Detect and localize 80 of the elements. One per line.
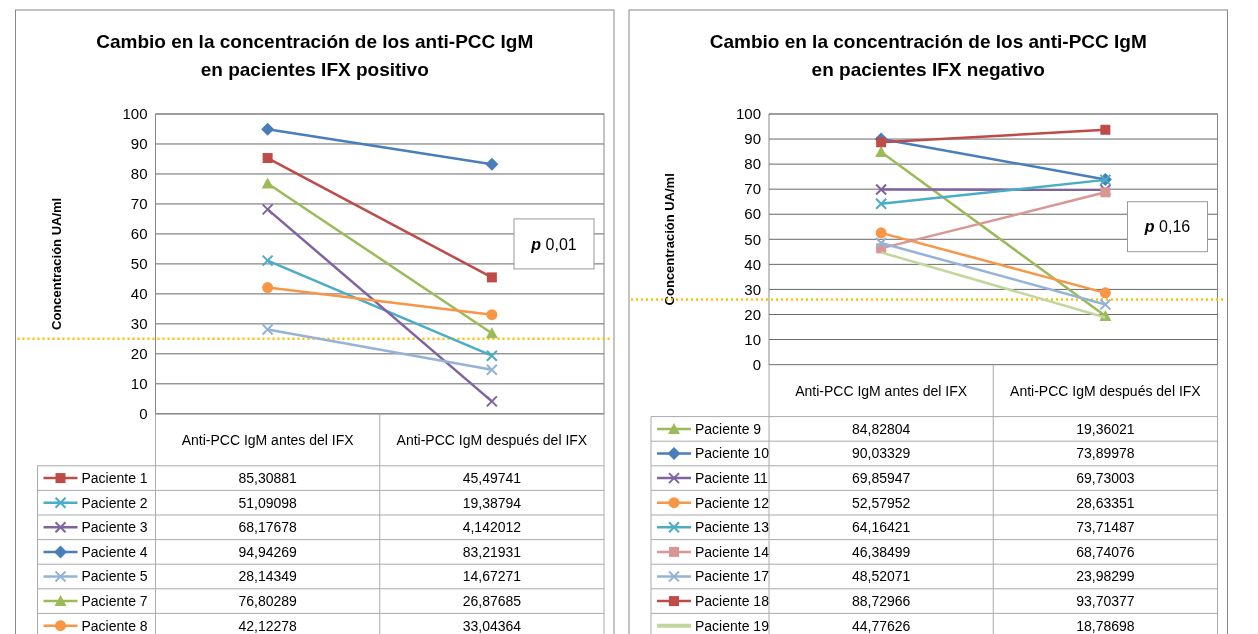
data-label: 64,16421 [851,519,911,536]
y-tick-label: 90 [744,130,761,148]
y-tick-label: 40 [130,285,148,303]
y-tick-label: 20 [744,305,761,323]
y-tick-label: 40 [744,255,761,273]
data-label: 18,78698 [1076,617,1135,634]
y-tick-label: 10 [130,375,148,393]
legend-label: Paciente 13 [695,519,770,536]
legend-label: Paciente 11 [695,470,769,486]
y-axis-title: Concentración UA/ml [662,173,677,306]
data-label: 68,17678 [238,519,298,536]
y-tick-label: 0 [752,355,761,373]
data-label: 42,12278 [238,617,298,634]
data-label: 26,87685 [462,593,522,609]
data-label: 76,80289 [238,593,298,609]
y-tick-label: 50 [744,230,761,248]
y-tick-label: 60 [130,225,148,243]
legend-label: Paciente 1 [81,470,148,486]
y-tick-label: 100 [122,105,148,123]
data-label: 33,04364 [462,617,522,634]
data-label: 4,142012 [462,519,522,536]
y-tick-label: 30 [130,315,148,333]
y-tick-label: 70 [130,195,148,213]
x-tick-label: Anti-PCC IgM después del IFX [1010,382,1202,399]
legend-label: Paciente 14 [695,543,770,560]
legend-label: Paciente 17 [695,568,770,585]
legend-label: Paciente 5 [81,568,148,585]
data-label: 19,36021 [1076,420,1135,437]
legend-label: Paciente 18 [695,593,770,609]
data-label: 19,38794 [462,494,522,511]
y-tick-label: 60 [744,205,761,223]
legend-label: Paciente 4 [81,543,148,560]
data-label: 93,70377 [1076,593,1135,609]
data-label: 73,71487 [1076,519,1135,536]
y-tick-label: 90 [130,135,148,153]
data-label: 90,03329 [851,445,911,462]
data-label: 94,94269 [238,543,298,560]
data-label: 28,14349 [238,568,298,585]
chart-title: Cambio en la concentración de los anti-PCC IgM en pacientes IFX positivo [96,31,534,80]
data-label: 46,38499 [851,543,911,560]
y-tick-label: 30 [744,280,761,298]
legend-label: Paciente 9 [695,420,762,437]
y-axis-title: Concentración UA/ml [48,197,64,330]
legend-label: Paciente 2 [81,494,148,511]
data-label: 69,73003 [1076,470,1135,486]
data-label: 48,52071 [851,568,911,585]
data-label: 14,67271 [462,568,522,585]
y-tick-label: 70 [744,180,761,198]
data-label: 85,30881 [238,470,298,486]
y-tick-label: 10 [744,330,761,348]
data-label: 69,85947 [851,470,911,486]
x-tick-label: Anti-PCC IgM antes del IFX [795,382,968,399]
legend-label: Paciente 10 [695,445,770,462]
y-tick-label: 20 [130,345,148,363]
y-tick-label: 50 [130,255,148,273]
legend-label: Paciente 8 [81,617,148,634]
legend-label: Paciente 3 [81,519,148,536]
data-label: 44,77626 [851,617,911,634]
y-tick-label: 100 [735,105,761,123]
data-label: 28,63351 [1076,494,1135,511]
annotation: p 0,16 [1143,218,1191,236]
x-tick-label: Anti-PCC IgM antes del IFX [181,431,355,448]
data-label: 88,72966 [851,593,911,609]
y-tick-label: 0 [139,405,148,423]
chart-title: Cambio en la concentración de los anti-PCC IgM en pacientes IFX negativo [709,31,1147,80]
data-label: 51,09098 [238,494,298,511]
y-tick-label: 80 [130,165,148,183]
data-label: 45,49741 [462,470,522,486]
data-label: 68,74076 [1076,543,1135,560]
legend-label: Paciente 12 [695,494,770,511]
legend-label: Paciente 19 [695,617,770,634]
legend-label: Paciente 7 [81,593,148,609]
annotation: p 0,01 [530,235,577,253]
y-tick-label: 80 [744,155,761,173]
data-label: 73,89978 [1076,445,1135,462]
data-label: 23,98299 [1076,568,1135,585]
data-label: 83,21931 [462,543,522,560]
x-tick-label: Anti-PCC IgM después del IFX [396,431,588,448]
data-label: 84,82804 [851,420,911,437]
data-label: 52,57952 [851,494,911,511]
